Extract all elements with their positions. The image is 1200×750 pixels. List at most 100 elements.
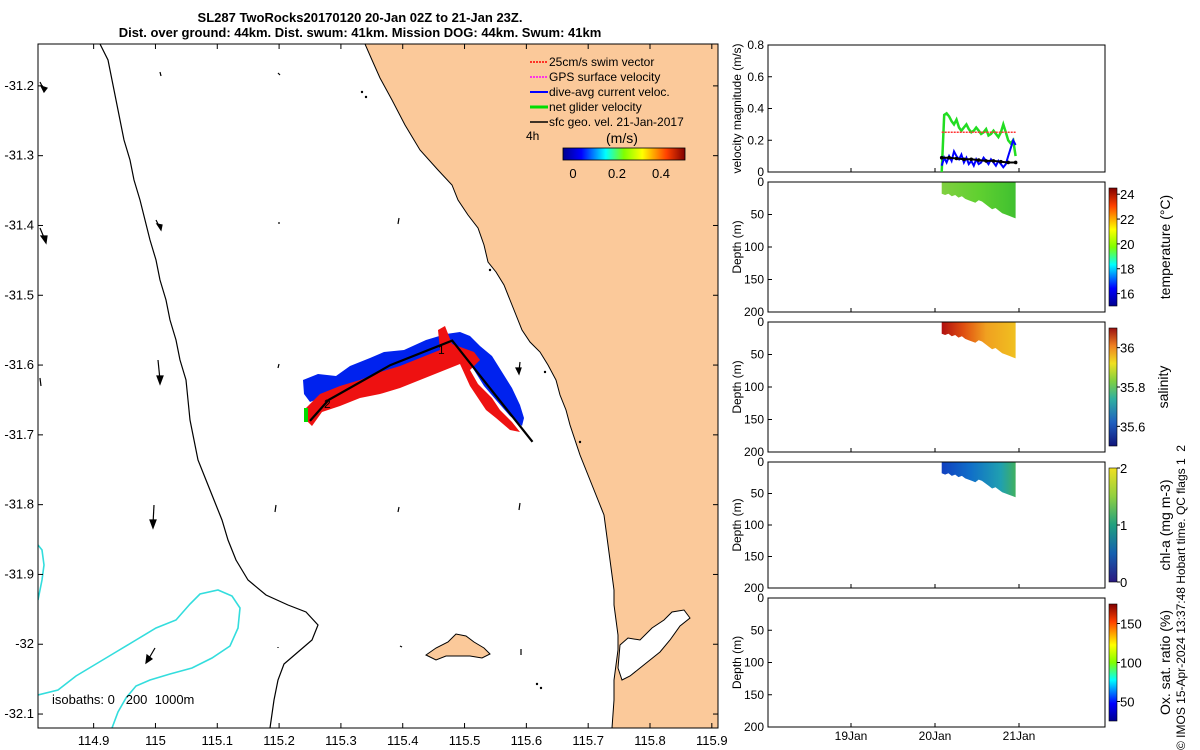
footer-credit: © IMOS 15-Apr-2024 13:37:48 Hobart time.… bbox=[1174, 445, 1188, 750]
map-x-tick-label: 115.3 bbox=[325, 733, 357, 748]
map-x-tick-label: 115.4 bbox=[387, 733, 419, 748]
map-x-tick-label: 114.9 bbox=[78, 733, 110, 748]
depth-axes-box bbox=[767, 321, 1106, 453]
depth-axes-box bbox=[767, 461, 1106, 589]
colorbar-tick-label: 35.8 bbox=[1120, 380, 1145, 395]
colorbar-tick-label: 100 bbox=[1120, 656, 1142, 671]
time-tick-label: 21Jan bbox=[1003, 729, 1036, 743]
map-x-tick-label: 115.5 bbox=[449, 733, 481, 748]
map-legend: 25cm/s swim vector GPS surface velocity … bbox=[526, 55, 686, 181]
depth-y-tick-label: 0 bbox=[757, 591, 764, 605]
depth-ylabel: Depth (m) bbox=[730, 636, 744, 689]
map-y-tick-label: -31.6 bbox=[4, 357, 34, 372]
colorbar-tick-label: 1 bbox=[1120, 518, 1127, 533]
geo-velocity-point bbox=[969, 157, 974, 162]
colorbar-label: Ox. sat. ratio (%) bbox=[1157, 610, 1173, 715]
geo-velocity-point bbox=[954, 156, 959, 161]
depth-y-tick-label: 0 bbox=[757, 315, 764, 329]
depth-y-tick-label: 0 bbox=[757, 455, 764, 469]
colorbar-tick-label: 2 bbox=[1120, 461, 1127, 476]
velocity-series-0 bbox=[940, 111, 1017, 173]
depth-y-tick-label: 150 bbox=[744, 413, 764, 427]
coast-dot bbox=[364, 95, 368, 99]
coast-dot bbox=[543, 370, 547, 374]
depth-ylabel: Depth (m) bbox=[730, 220, 744, 273]
depth-y-tick-label: 150 bbox=[744, 688, 764, 702]
depth-y-tick-label: 150 bbox=[744, 550, 764, 564]
coast-dot bbox=[360, 90, 364, 94]
isobath-cyan-2 bbox=[38, 589, 241, 728]
colorbar-label: chl-a (mg m-3) bbox=[1157, 479, 1173, 570]
estuary bbox=[617, 609, 691, 681]
track-label-1: 1 bbox=[438, 343, 445, 357]
colorbar-tick-label: 22 bbox=[1120, 212, 1134, 227]
depth-y-tick-label: 100 bbox=[744, 380, 764, 394]
legend-swim-vector: 25cm/s swim vector bbox=[549, 55, 654, 69]
velocity-y-tick-label: 0.4 bbox=[747, 102, 764, 116]
geo-velocity-point bbox=[939, 155, 944, 160]
chart-title: SL287 TwoRocks20170120 20-Jan 02Z to 21-… bbox=[0, 10, 720, 40]
map-y-tick-label: -31.4 bbox=[4, 217, 34, 232]
velocity-y-tick-label: 0.2 bbox=[747, 133, 764, 147]
depth-y-tick-label: 150 bbox=[744, 273, 764, 287]
map-y-tick-label: -32.1 bbox=[4, 706, 34, 721]
geo-velocity-point bbox=[947, 155, 951, 160]
map-y-axis: -31.2 -31.3 -31.4 -31.5 -31.6 -31.7 -31.8 -31.9… bbox=[4, 78, 718, 721]
geo-velocity-point bbox=[999, 159, 1003, 164]
colorbar-tick-label: 18 bbox=[1120, 262, 1134, 277]
colorbar-tick-label: 16 bbox=[1120, 287, 1134, 302]
map-y-tick-label: -31.5 bbox=[4, 287, 34, 302]
isobath-1000m bbox=[99, 44, 319, 728]
map-panel: 1 2 114.9 115 115.1 115.2 115.3 115.4 115.5 115… bbox=[4, 43, 728, 748]
swim-vectors bbox=[306, 326, 520, 432]
geo-velocity-point bbox=[1013, 160, 1018, 165]
depth-axes-box bbox=[767, 597, 1106, 728]
rottnest-island bbox=[425, 633, 491, 661]
colorbar-title: (m/s) bbox=[606, 130, 638, 146]
map-colorbar-tick-2: 0.4 bbox=[652, 166, 670, 181]
track-label-2: 2 bbox=[324, 397, 331, 411]
depth-panel-3: 0 50 100 150 200 Depth (m) 50 100 150 Ox. sat. ra… bbox=[730, 591, 1173, 734]
legend-4h: 4h bbox=[526, 129, 539, 143]
geo-velocity-point bbox=[962, 157, 966, 162]
geo-velocity-point bbox=[976, 158, 981, 162]
geo-velocity-arrows bbox=[39, 71, 522, 665]
colorbar-tick-label: 50 bbox=[1120, 695, 1134, 710]
chart-title-line2: Dist. over ground: 44km. Dist. swum: 41k… bbox=[118, 25, 602, 40]
depth-colorbar bbox=[1108, 603, 1118, 722]
legend-net-glider: net glider velocity bbox=[549, 100, 642, 114]
colorbar-tick-label: 0 bbox=[1120, 575, 1127, 590]
depth-y-tick-label: 200 bbox=[744, 305, 764, 319]
map-x-tick-label: 115.7 bbox=[572, 733, 604, 748]
depth-y-tick-label: 100 bbox=[744, 656, 764, 670]
depth-y-tick-label: 50 bbox=[751, 208, 765, 222]
geo-velocity-point bbox=[984, 159, 988, 163]
colorbar-tick-label: 150 bbox=[1120, 617, 1142, 632]
map-x-tick-label: 115.8 bbox=[634, 733, 666, 748]
colorbar-label: salinity bbox=[1155, 366, 1171, 409]
map-y-tick-label: -31.8 bbox=[4, 497, 34, 512]
map-x-tick-label: 115 bbox=[145, 733, 166, 748]
legend-gps: GPS surface velocity bbox=[549, 70, 660, 84]
map-y-tick-label: -31.7 bbox=[4, 427, 34, 442]
map-y-tick-label: -32 bbox=[15, 636, 34, 651]
coast-dot bbox=[488, 268, 492, 272]
map-colorbar-tick-0: 0 bbox=[569, 166, 576, 181]
velocity-axes-box bbox=[767, 44, 1106, 173]
depth-ylabel: Depth (m) bbox=[730, 498, 744, 551]
isobath-cyan-1 bbox=[38, 544, 45, 601]
map-x-tick-label: 115.1 bbox=[201, 733, 233, 748]
geo-velocity-point bbox=[991, 159, 996, 163]
map-x-tick-label: 115.2 bbox=[263, 733, 295, 748]
depth-y-tick-label: 100 bbox=[744, 240, 764, 254]
time-tick-label: 19Jan bbox=[835, 729, 868, 743]
colorbar-tick-label: 35.6 bbox=[1120, 419, 1145, 434]
colorbar-label: temperature (°C) bbox=[1157, 195, 1173, 299]
map-x-tick-label: 115.9 bbox=[696, 733, 728, 748]
net-glider-velocity-mark bbox=[304, 408, 308, 422]
depth-panel-0: 0 50 100 150 200 Depth (m) 16 18 20 22 24 temperatu… bbox=[730, 175, 1173, 319]
geo-velocity-point bbox=[1006, 160, 1011, 165]
depth-ylabel: Depth (m) bbox=[730, 360, 744, 413]
